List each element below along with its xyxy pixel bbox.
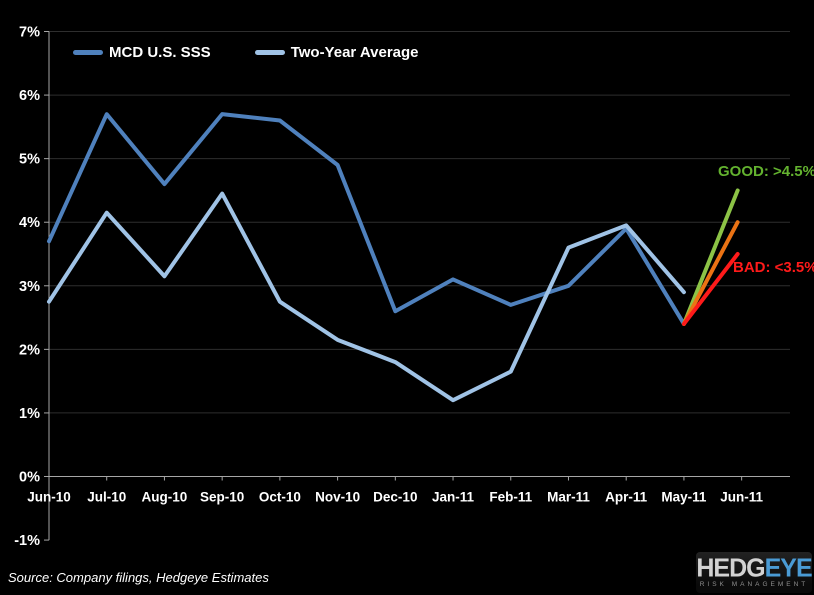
legend-swatch-two-year-average: [254, 50, 285, 55]
projection-line-mid: [681, 220, 740, 326]
legend-item-two-year-average: Two-Year Average: [254, 44, 419, 61]
legend-item-mcd-us-sss: MCD U.S. SSS: [73, 44, 211, 61]
annotation-bad-threshold: BAD: <3.5%: [733, 259, 814, 276]
x-axis-tick-label: Aug-10: [142, 490, 188, 505]
series-line-two-year-average: [47, 191, 686, 403]
hedgeye-logo-wordmark: HEDGEYE: [696, 553, 813, 583]
legend-label-two-year-average: Two-Year Average: [290, 44, 419, 61]
x-axis-tick-label: Dec-10: [373, 490, 417, 505]
y-axis-tick-label: 2%: [19, 342, 40, 358]
hedgeye-logo-tagline: RISK MANAGEMENT: [699, 581, 809, 588]
x-axis-tick-label: May-11: [661, 490, 707, 505]
legend-swatch-mcd-us-sss: [73, 50, 103, 55]
x-axis-tick-label: Jun-10: [27, 490, 71, 505]
source-note: Source: Company filings, Hedgeye Estimat…: [8, 570, 269, 585]
x-axis-tick-label: Jul-10: [87, 490, 126, 505]
y-axis-tick-label: 5%: [19, 152, 40, 168]
hedgeye-logo-part1: HEDG: [696, 553, 765, 583]
x-axis-tick-label: Jan-11: [432, 490, 475, 505]
y-axis-tick-label: 6%: [19, 88, 40, 104]
y-axis-tick-label: 4%: [19, 215, 40, 231]
y-axis-tick-label: -1%: [14, 533, 40, 549]
x-axis-tick-label: Sep-10: [200, 490, 244, 505]
series-line-mcd-u-s-sss: [47, 112, 686, 326]
projection-line-good: [681, 188, 740, 326]
x-axis-tick-label: Mar-11: [547, 490, 590, 505]
projection-line-bad: [681, 252, 740, 326]
hedgeye-logo-part2: EYE: [764, 553, 813, 583]
y-axis-tick-label: 1%: [19, 406, 40, 422]
hedgeye-logo: HEDGEYE RISK MANAGEMENT: [696, 552, 813, 593]
x-axis-tick-label: Nov-10: [315, 490, 360, 505]
chart-legend: MCD U.S. SSS Two-Year Average: [73, 44, 419, 61]
annotation-good-threshold: GOOD: >4.5%: [718, 163, 814, 180]
x-axis-tick-label: Jun-11: [720, 490, 763, 505]
x-axis-tick-label: Apr-11: [605, 490, 648, 505]
y-axis-tick-label: 3%: [19, 279, 40, 295]
y-axis-tick-label: 0%: [19, 470, 40, 486]
x-axis-tick-label: Feb-11: [489, 490, 532, 505]
legend-label-mcd-us-sss: MCD U.S. SSS: [109, 44, 211, 61]
x-axis-tick-label: Oct-10: [259, 490, 301, 505]
y-axis-tick-label: 7%: [19, 25, 40, 41]
